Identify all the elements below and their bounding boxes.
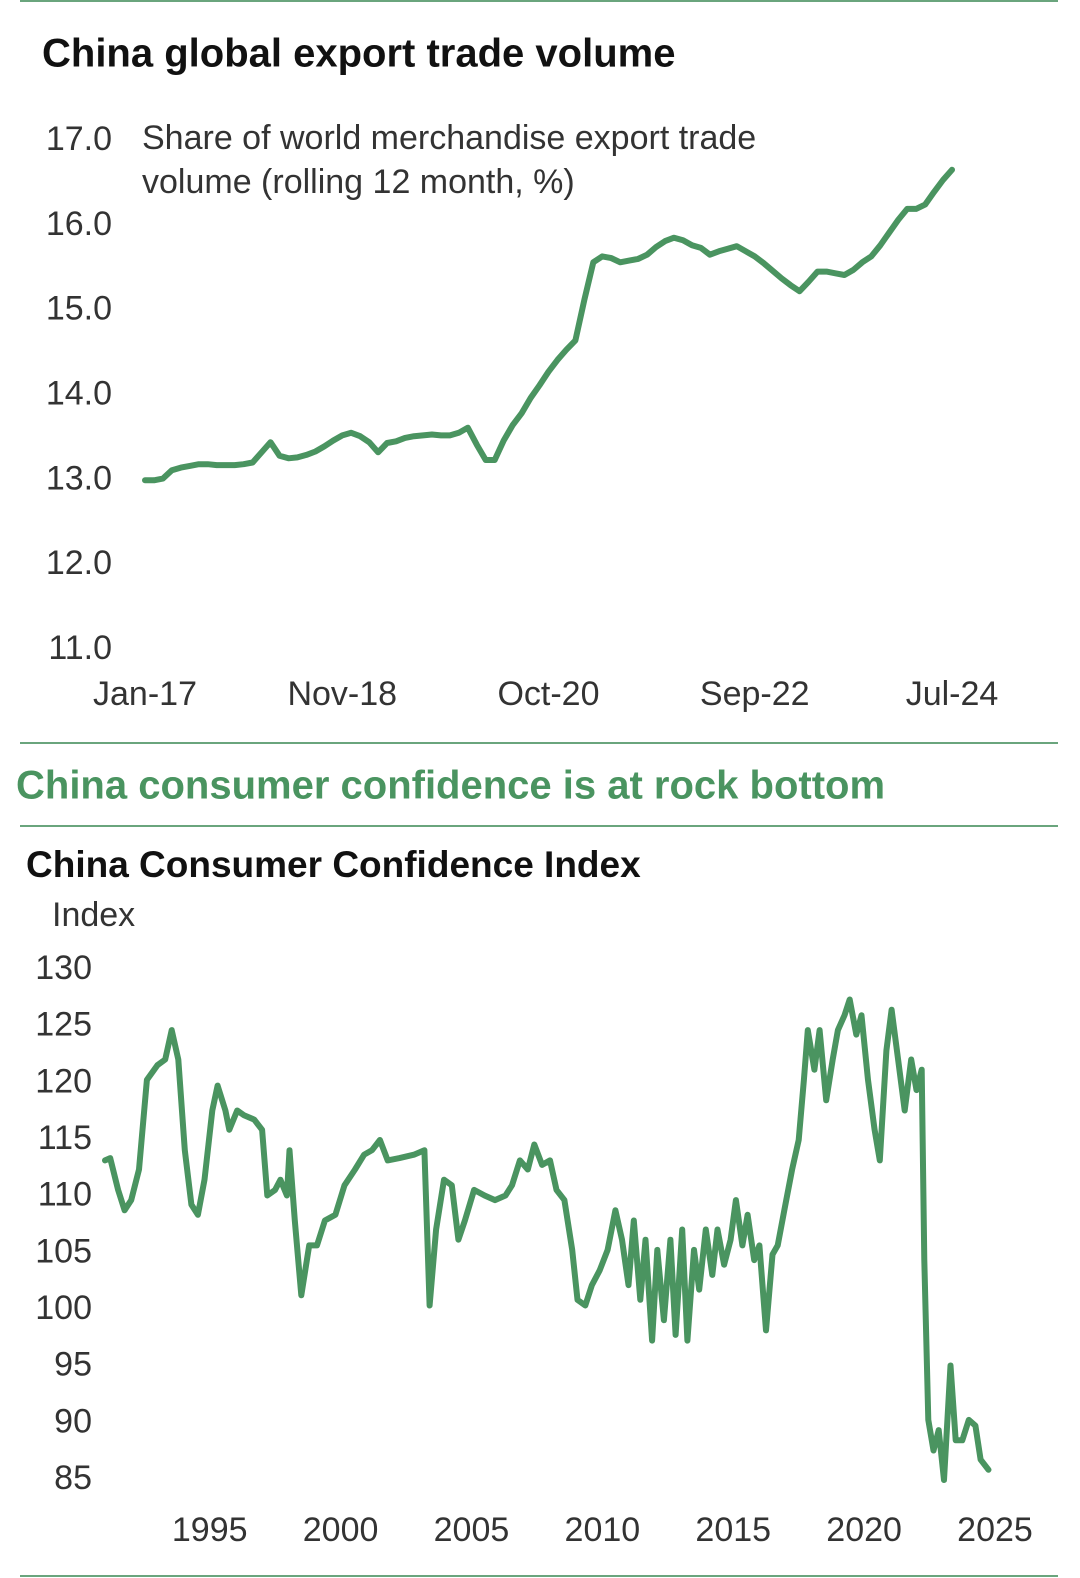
y-tick-label: 14.0 (46, 374, 112, 412)
y-tick-label: 12.0 (46, 544, 112, 582)
x-tick-label: Sep-22 (700, 675, 810, 713)
x-tick-label: Jul-24 (906, 675, 999, 713)
chart-title: China global export trade volume (42, 32, 675, 76)
chart-title: China Consumer Confidence Index (26, 844, 641, 885)
y-tick-label: 125 (35, 1006, 92, 1044)
y-axis-label: Share of world merchandise export trade (142, 119, 756, 157)
x-tick-label: 2020 (826, 1511, 902, 1549)
y-tick-label: 85 (54, 1459, 92, 1497)
y-tick-label: 11.0 (48, 629, 112, 667)
y-tick-label: 130 (35, 949, 92, 987)
x-tick-label: Oct-20 (497, 675, 599, 713)
x-tick-label: 2025 (957, 1511, 1033, 1549)
x-tick-label: Jan-17 (93, 675, 197, 713)
y-tick-label: 16.0 (46, 205, 112, 243)
y-tick-label: 115 (38, 1119, 92, 1157)
y-tick-label: 90 (54, 1402, 92, 1440)
y-tick-label: 13.0 (46, 459, 112, 497)
x-tick-label: 2015 (695, 1511, 771, 1549)
y-tick-label: 110 (38, 1176, 92, 1214)
y-axis-label: Index (52, 896, 135, 934)
y-tick-label: 95 (54, 1346, 92, 1384)
x-tick-label: 2010 (565, 1511, 641, 1549)
data-line (142, 166, 955, 484)
x-tick-label: Nov-18 (287, 675, 397, 713)
y-tick-label: 105 (35, 1232, 92, 1270)
data-line (102, 996, 992, 1483)
y-tick-label: 120 (35, 1062, 92, 1100)
y-axis-label: volume (rolling 12 month, %) (142, 163, 575, 201)
y-tick-label: 100 (35, 1289, 92, 1327)
y-tick-label: 17.0 (46, 120, 112, 158)
y-tick-label: 15.0 (46, 290, 112, 328)
headline: China consumer confidence is at rock bot… (16, 764, 885, 808)
x-tick-label: 2005 (434, 1511, 510, 1549)
x-tick-label: 2000 (303, 1511, 379, 1549)
x-tick-label: 1995 (172, 1511, 248, 1549)
